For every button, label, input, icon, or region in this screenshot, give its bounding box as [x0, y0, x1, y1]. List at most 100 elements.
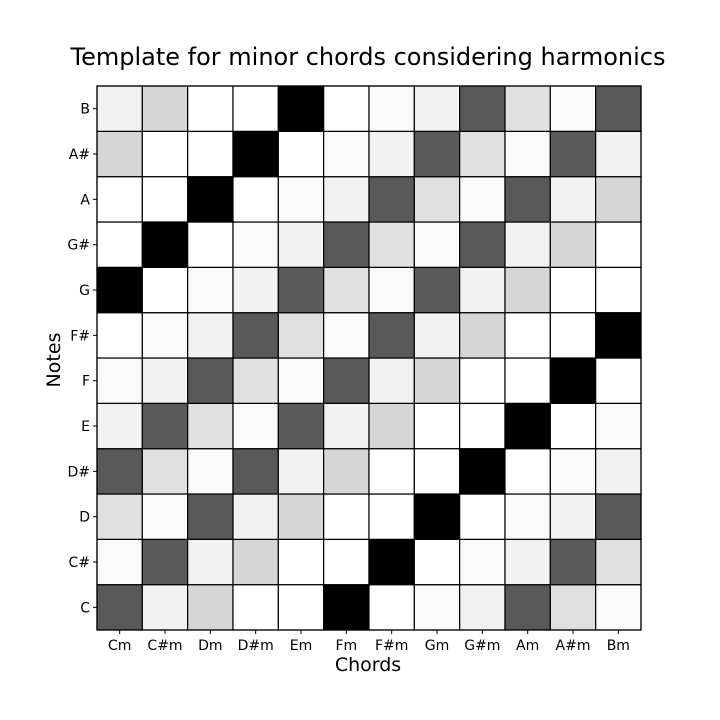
- heatmap-cell-A-C#m: [141, 176, 189, 223]
- heatmap-cell-C#-F#m: [368, 538, 415, 586]
- heatmap-cell-C-Cm: [96, 584, 143, 631]
- heatmap-cell-D#-Fm: [323, 448, 370, 495]
- heatmap-cell-A#-C#m: [141, 130, 189, 178]
- heatmap-cell-F#-F#m: [368, 312, 415, 359]
- heatmap-cell-B-C#m: [141, 85, 189, 132]
- heatmap-cell-B-Am: [504, 85, 551, 132]
- heatmap-cell-C-C#m: [141, 584, 189, 631]
- heatmap-cell-A-Em: [277, 176, 325, 223]
- heatmap-cell-E-C#m: [141, 402, 189, 450]
- heatmap-cell-A-Am: [504, 176, 551, 223]
- y-tick-label: F#: [70, 328, 90, 344]
- plot-frame: [96, 85, 642, 631]
- heatmap-cell-E-Bm: [595, 402, 642, 450]
- heatmap-cell-C-Am: [504, 584, 551, 631]
- heatmap-cell-F-Gm: [413, 357, 461, 404]
- heatmap-cell-G#-Dm: [187, 221, 234, 268]
- heatmap-cell-F-A#m: [549, 357, 597, 404]
- x-tick-label: Fm: [335, 638, 357, 654]
- heatmap-cell-G#-Bm: [595, 221, 642, 268]
- heatmap-cell-G#-Em: [277, 221, 325, 268]
- heatmap-cell-E-Dm: [187, 402, 234, 450]
- heatmap-cell-C-F#m: [368, 584, 415, 631]
- heatmap-cell-D-D#m: [232, 493, 279, 540]
- heatmap-cell-A#-Cm: [96, 130, 143, 178]
- x-tick-label: Cm: [108, 638, 131, 654]
- heatmap-cell-D-F#m: [368, 493, 415, 540]
- heatmap-cell-E-Cm: [96, 402, 143, 450]
- heatmap-cell-A-G#m: [459, 176, 506, 223]
- heatmap-cell-D-Cm: [96, 493, 143, 540]
- heatmap-cell-G-C#m: [141, 266, 189, 314]
- heatmap-cell-C#-C#m: [141, 538, 189, 586]
- heatmap-cell-D#-Gm: [413, 448, 461, 495]
- y-axis-label: Notes: [43, 333, 65, 388]
- heatmap-cell-B-F#m: [368, 85, 415, 132]
- y-tick-label: A: [80, 192, 90, 208]
- heatmap-cell-F#-Dm: [187, 312, 234, 359]
- heatmap-cell-D#-Em: [277, 448, 325, 495]
- heatmap-cell-F-Bm: [595, 357, 642, 404]
- heatmap-cell-A-Gm: [413, 176, 461, 223]
- heatmap-cell-A#-Gm: [413, 130, 461, 178]
- heatmap-cell-B-D#m: [232, 85, 279, 132]
- heatmap-cell-D#-D#m: [232, 448, 279, 495]
- x-tick-label: Dm: [198, 638, 222, 654]
- heatmap-cell-G#-Fm: [323, 221, 370, 268]
- heatmap-cell-B-G#m: [459, 85, 506, 132]
- heatmap-cell-B-Cm: [96, 85, 143, 132]
- heatmap-cell-A-Bm: [595, 176, 642, 223]
- heatmap-cell-D#-Bm: [595, 448, 642, 495]
- heatmap-cell-F#-Gm: [413, 312, 461, 359]
- heatmap-cell-C-A#m: [549, 584, 597, 631]
- heatmap-cell-F#-Fm: [323, 312, 370, 359]
- heatmap-cell-D-Em: [277, 493, 325, 540]
- heatmap-cell-C#-Am: [504, 538, 551, 586]
- heatmap-cell-D#-G#m: [459, 448, 506, 495]
- heatmap-cell-B-Bm: [595, 85, 642, 132]
- heatmap-cell-G#-D#m: [232, 221, 279, 268]
- x-tick-label: F#m: [375, 638, 408, 654]
- heatmap-cell-G#-Cm: [96, 221, 143, 268]
- heatmap-cell-F-Cm: [96, 357, 143, 404]
- x-tick-label: Bm: [607, 638, 630, 654]
- x-tick-label: A#m: [556, 638, 591, 654]
- heatmap-cell-F#-G#m: [459, 312, 506, 359]
- heatmap-cell-F-G#m: [459, 357, 506, 404]
- heatmap-cell-C-D#m: [232, 584, 279, 631]
- heatmap-cell-C#-Bm: [595, 538, 642, 586]
- heatmap-cell-A#-Am: [504, 130, 551, 178]
- heatmap-cell-G#-A#m: [549, 221, 597, 268]
- heatmap-cell-G-Em: [277, 266, 325, 314]
- heatmap-cell-E-Am: [504, 402, 551, 450]
- heatmap-cell-C-Gm: [413, 584, 461, 631]
- chart-title: Template for minor chords considering ha…: [70, 43, 666, 71]
- heatmap-cell-E-G#m: [459, 402, 506, 450]
- heatmap-cells: [96, 85, 642, 631]
- heatmap-cell-C-Dm: [187, 584, 234, 631]
- heatmap-cell-F-Dm: [187, 357, 234, 404]
- heatmap-cell-D#-F#m: [368, 448, 415, 495]
- heatmap-cell-G-F#m: [368, 266, 415, 314]
- heatmap-cell-D#-A#m: [549, 448, 597, 495]
- heatmap-cell-G#-Am: [504, 221, 551, 268]
- heatmap-cell-C#-A#m: [549, 538, 597, 586]
- heatmap-cell-A-Fm: [323, 176, 370, 223]
- heatmap-cell-G-Gm: [413, 266, 461, 314]
- x-tick-label: G#m: [464, 638, 500, 654]
- heatmap-cell-B-Em: [277, 85, 325, 132]
- heatmap-cell-A#-Dm: [187, 130, 234, 178]
- heatmap-cell-F-Em: [277, 357, 325, 404]
- heatmap-cell-C#-Em: [277, 538, 325, 586]
- heatmap-cell-D-A#m: [549, 493, 597, 540]
- x-axis-label: Chords: [335, 654, 401, 676]
- x-tick-label: D#m: [238, 638, 274, 654]
- x-tick-label: Em: [290, 638, 312, 654]
- heatmap-cell-G#-G#m: [459, 221, 506, 268]
- heatmap-cell-G-Dm: [187, 266, 234, 314]
- heatmap-cell-A-Dm: [187, 176, 234, 223]
- heatmap-cell-B-A#m: [549, 85, 597, 132]
- heatmap-cell-F-D#m: [232, 357, 279, 404]
- heatmap-cell-F#-Bm: [595, 312, 642, 359]
